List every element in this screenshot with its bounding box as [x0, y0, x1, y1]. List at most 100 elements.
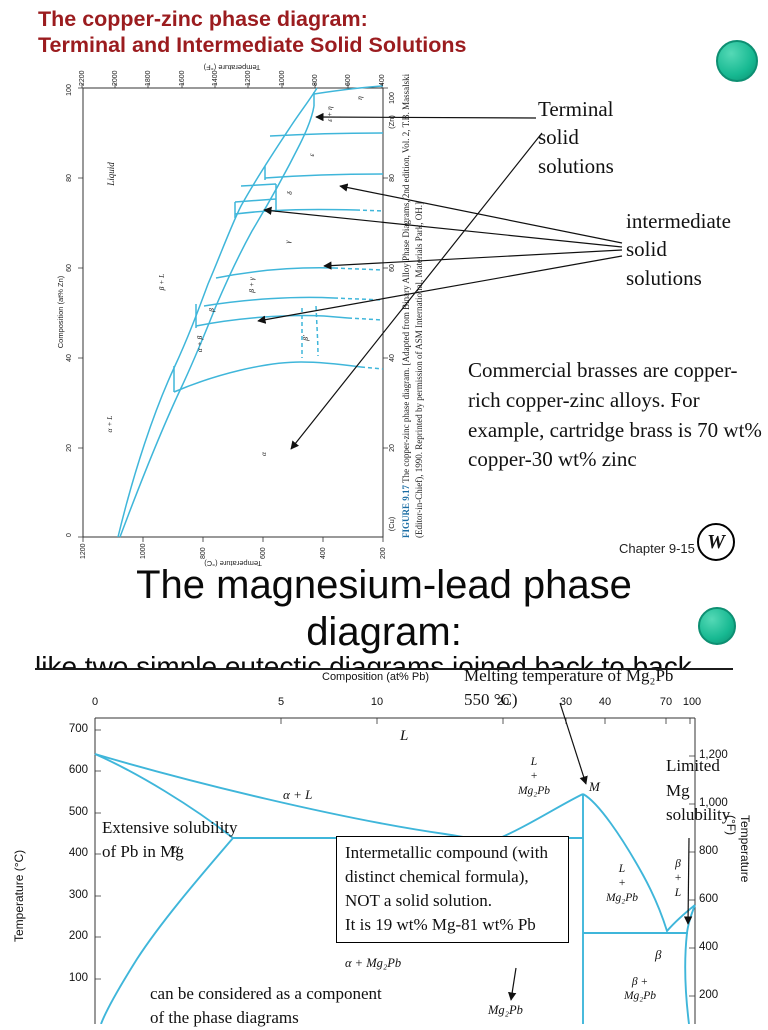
publisher-logo-glyph: W: [707, 530, 725, 553]
right-tick-label: 100: [389, 92, 396, 104]
bottom-tick-label: 600: [260, 547, 267, 559]
plot-frame: [94, 717, 696, 1024]
phase-label-eps-eta: ε + η: [325, 106, 334, 122]
alpha-solvus: [173, 361, 362, 393]
x-tick-label: 40: [598, 696, 612, 708]
gamma-boundary-1: [215, 267, 335, 279]
x-tick-label: 5: [277, 696, 285, 708]
phase-label-alpha-mg2pb: α + Mg₂Pb: [345, 956, 402, 970]
cu-zn-diagram: 2200 2000 1800 1600 1400 1200 1000 800 6…: [56, 56, 408, 570]
cu-zn-axes: [78, 83, 388, 542]
y-tick-label-c: 300: [68, 889, 88, 901]
right-tick-label: 40: [389, 354, 396, 362]
top-tick-label: 400: [379, 74, 386, 86]
top-axis-title: Temperature (°F): [203, 63, 260, 72]
beta-boundary-2-ext: [333, 297, 384, 301]
y-tick-label-c: 200: [68, 930, 88, 942]
melting-temperature-note: Melting temperature of Mg₂Pb 550 °C): [464, 666, 674, 709]
right-tick-label: 60: [389, 264, 396, 272]
y-tick-label-f: 800: [699, 845, 719, 857]
cu-zn-phase-labels: Liquid α + L α β + L β α + β β′ β + γ γ …: [105, 96, 364, 456]
terminal-solutions-label: Terminal solid solutions: [538, 97, 614, 178]
x-tick-label: 0: [91, 696, 99, 708]
bottom-tick-label: 800: [200, 547, 207, 559]
y-tick-label-f: 400: [699, 941, 719, 953]
component-note: can be considered as a component of the …: [150, 984, 382, 1027]
phase-label-alpha-L: α + L: [105, 416, 114, 433]
left-tick-label: 60: [66, 264, 73, 272]
y-tick-label-f: 600: [699, 893, 719, 905]
solidus-alpha: [94, 753, 234, 839]
phase-label-eta: η: [355, 96, 364, 100]
phase-label-delta: δ: [285, 191, 294, 195]
x-tick-label: 70: [659, 696, 673, 708]
slide1-title: The copper-zinc phase diagram: Terminal …: [38, 7, 467, 58]
alpha-solvus-ext: [360, 366, 384, 370]
phase-label-alpha-beta: α + β: [195, 335, 204, 352]
phase-label-L: L: [400, 728, 409, 744]
liquidus-left: [94, 753, 584, 842]
cu-zn-curves: [117, 85, 384, 538]
compound-label-arrow: [508, 967, 517, 1001]
figure-caption-text: The copper-zinc phase diagram. [Adapted …: [401, 73, 425, 538]
right-tick-label: 80: [389, 174, 396, 182]
bottom-tick-label: 200: [380, 547, 387, 559]
bottom-tick-label: 1200: [80, 543, 87, 559]
delta-region-lines: [234, 183, 277, 212]
x-axis-title: Composition (at% Pb): [322, 671, 429, 683]
top-tick-label: 1200: [245, 70, 252, 86]
tick-marks: [78, 83, 388, 542]
limited-solubility-arrow: [683, 837, 693, 925]
bottom-tick-label: 1000: [140, 543, 147, 559]
phase-label-beta-L: β + L: [157, 274, 166, 292]
phase-label-M: M: [589, 779, 600, 794]
top-tick-label: 600: [345, 74, 352, 86]
y-tick-label-c: 600: [68, 764, 88, 776]
right-tick-label: 20: [389, 444, 396, 452]
top-tick-label: 1800: [145, 70, 152, 86]
phase-label-L-mg2pb-right: L + Mg₂Pb: [605, 863, 639, 904]
chapter-label: Chapter 9-15: [619, 541, 695, 556]
y-axis-title-c: Temperature (°C): [12, 849, 26, 942]
plot-frame: [82, 87, 384, 538]
solvus-alpha: [100, 837, 234, 1024]
y-tick-label-c: 700: [68, 723, 88, 735]
top-tick-label: 2200: [79, 70, 86, 86]
slide-bullet-circle-1: [716, 40, 758, 82]
x-tick-label: 100: [682, 696, 702, 708]
x-tick-label: 20: [496, 696, 510, 708]
intermetallic-compound-note: Intermetallic compound (with distinct ch…: [336, 836, 569, 943]
phase-label-gamma: γ: [283, 239, 292, 243]
phase-label-beta-gamma: β + γ: [247, 276, 256, 294]
extensive-solubility-note: Extensive solubility of Pb in Mg: [102, 818, 238, 861]
bottom-tick-label: 400: [320, 547, 327, 559]
slide-divider-line: [35, 668, 733, 670]
slide-bullet-circle-2: [698, 607, 736, 645]
left-tick-label: 0: [66, 533, 73, 537]
beta-boundary-2: [203, 296, 335, 307]
phase-label-beta: β: [207, 308, 216, 313]
figure-caption-number: FIGURE 9.17: [401, 484, 411, 538]
left-tick-label: 80: [66, 174, 73, 182]
solidus-line: [119, 105, 315, 538]
liquidus-line: [117, 87, 318, 538]
x-tick-label: 30: [559, 696, 573, 708]
top-tick-label: 2000: [112, 70, 119, 86]
phase-label-alpha-L: α + L: [283, 787, 313, 802]
beta-boundary-1: [195, 314, 349, 327]
bottom-axis-title: Temperature (°C): [204, 559, 262, 568]
left-tick-label: 20: [66, 444, 73, 452]
top-tick-label: 1400: [212, 70, 219, 86]
phase-label-beta-prime: β′: [301, 335, 310, 342]
y-tick-label-f: 200: [699, 989, 719, 1001]
intermediate-solutions-label: intermediate solid solutions: [626, 209, 731, 290]
top-tick-label: 1000: [279, 70, 286, 86]
zn-corner-label: (Zn): [387, 115, 396, 129]
limited-solubility-note: Limited Mg solubility: [666, 756, 731, 825]
phase-label-beta-mg2pb: β + Mg₂Pb: [623, 976, 657, 1003]
phase-label-mg2pb: Mg₂Pb: [488, 1003, 523, 1017]
top-tick-label: 1600: [179, 70, 186, 86]
beta-boundary-1-ext: [347, 317, 384, 321]
left-axis-title: Composition (at% Zn): [56, 275, 65, 348]
